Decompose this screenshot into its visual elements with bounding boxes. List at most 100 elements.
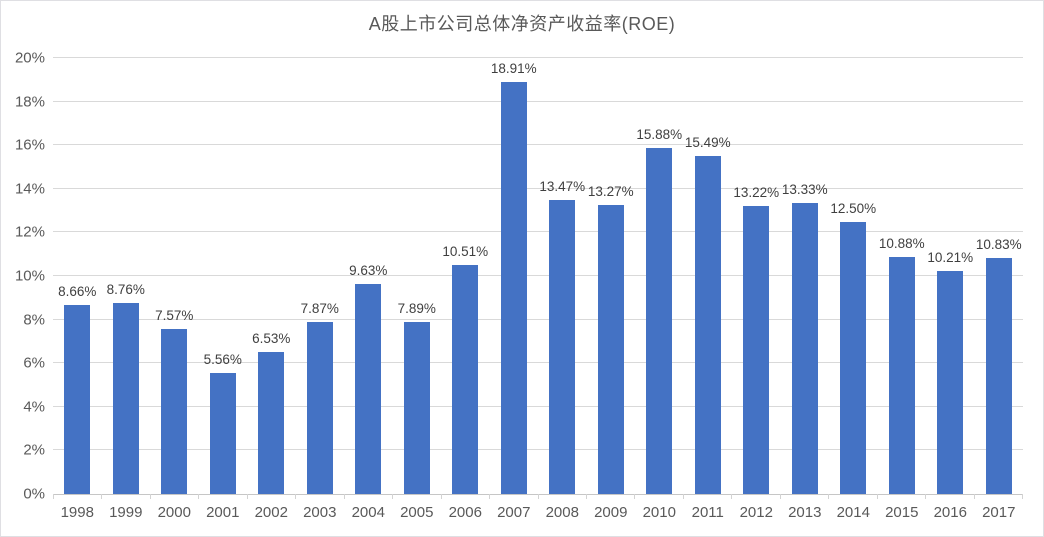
bar-value-label: 13.27%	[587, 183, 634, 199]
x-axis-tick-mark	[682, 494, 731, 499]
bar: 10.51%	[442, 244, 488, 494]
bar: 7.57%	[155, 308, 193, 494]
bar: 13.47%	[539, 179, 585, 494]
y-tick-label: 20%	[14, 49, 45, 67]
gridline	[53, 144, 1023, 146]
x-tick-label: 2016	[933, 504, 967, 521]
x-axis-tick-mark	[876, 494, 925, 499]
bar: 10.21%	[927, 250, 973, 494]
bar: 13.33%	[782, 182, 828, 494]
chart-title: A股上市公司总体净资产收益率(ROE)	[368, 14, 676, 34]
bar-value-label: 8.76%	[106, 282, 145, 298]
x-tick-label: 2012	[739, 504, 773, 521]
gridline	[53, 275, 1023, 276]
x-axis-tick-mark	[295, 494, 343, 499]
bar-slot: 13.22%	[732, 58, 781, 494]
bar-value-label: 15.49%	[684, 135, 731, 151]
x-tick-label: 2017	[982, 504, 1016, 521]
bar: 9.63%	[349, 263, 387, 494]
bar-value-label: 13.47%	[539, 179, 586, 195]
bar-slot: 18.91%	[490, 58, 539, 494]
x-axis-tick-mark	[440, 494, 489, 499]
bar-value-label: 8.66%	[58, 284, 97, 300]
x-tick-label: 2010	[642, 504, 676, 521]
x-axis-ticks	[53, 494, 1023, 499]
gridline	[53, 231, 1023, 233]
x-axis-tick-mark	[779, 494, 828, 499]
x-axis-tick-mark	[828, 494, 876, 499]
x-tick-label: 2008	[545, 504, 579, 521]
x-tick-label: 2005	[400, 504, 434, 521]
x-tick-label: 2014	[836, 504, 870, 521]
bar: 8.76%	[107, 282, 145, 494]
bar-value-label: 10.51%	[442, 243, 489, 259]
x-axis-tick-mark	[634, 494, 682, 499]
x-tick-label: 1998	[60, 504, 94, 521]
bar: 13.22%	[733, 185, 779, 494]
x-axis-tick-mark	[731, 494, 779, 499]
gridline	[53, 405, 1023, 407]
x-axis-tick-mark	[973, 494, 1022, 499]
bar-value-label: 10.21%	[927, 250, 974, 266]
gridline	[53, 100, 1023, 102]
y-tick-label: 12%	[14, 223, 45, 241]
bar-slot: 6.53%	[247, 58, 296, 494]
gridline	[53, 57, 1023, 58]
bar-slot: 15.88%	[635, 58, 684, 494]
bar-slot: 10.51%	[441, 58, 490, 494]
gridline	[53, 362, 1023, 364]
x-tick-label: 2006	[448, 504, 482, 521]
x-axis-tick-mark	[585, 494, 634, 499]
bar: 8.66%	[58, 284, 96, 494]
bar: 10.88%	[879, 236, 925, 494]
x-axis-tick-mark	[489, 494, 537, 499]
bar-value-label: 12.50%	[830, 200, 877, 216]
x-tick-label: 2009	[594, 504, 628, 521]
x-tick-label: 2007	[497, 504, 531, 521]
y-axis: 0% 2% 4% 6% 8% 10% 12% 14% 16% 18% 20%	[1, 50, 45, 503]
bar-slot: 10.21%	[926, 58, 975, 494]
bar-value-label: 7.57%	[155, 307, 194, 323]
bar-value-label: 7.89%	[397, 301, 436, 316]
bar-slot: 13.33%	[781, 58, 830, 494]
bar-slot: 8.76%	[102, 58, 151, 494]
bar: 5.56%	[204, 352, 242, 494]
bar-slot: 5.56%	[199, 58, 248, 494]
x-axis-tick-mark	[392, 494, 440, 499]
bar-slot: 7.89%	[393, 58, 442, 494]
x-axis-tick-mark	[246, 494, 295, 499]
bar: 13.27%	[588, 184, 634, 494]
bar-slot: 7.87%	[296, 58, 345, 494]
bar: 7.89%	[398, 301, 436, 494]
x-axis-labels: 1998 1999 2000 2001 2002 2003 2004 2005 2006 2007…	[53, 504, 1023, 521]
bar-value-label: 10.83%	[975, 236, 1022, 252]
y-tick-label: 0%	[23, 485, 45, 503]
bar-value-label: 7.87%	[300, 301, 339, 317]
x-tick-label: 2001	[206, 504, 240, 521]
gridline	[53, 449, 1023, 451]
bar: 6.53%	[252, 331, 290, 494]
bar-slot: 9.63%	[344, 58, 393, 494]
x-tick-label: 2002	[254, 504, 288, 521]
x-tick-label: 2003	[303, 504, 337, 521]
x-axis-tick-mark	[925, 494, 973, 499]
bars-row: 8.66% 8.76% 7.57% 5.56% 6.53% 7.87% 9.63% 7.89%…	[53, 58, 1023, 494]
bar-slot: 13.47%	[538, 58, 587, 494]
x-tick-label: 2011	[691, 504, 724, 521]
x-tick-label: 2013	[788, 504, 822, 521]
y-tick-label: 14%	[14, 180, 45, 198]
bar: 10.83%	[976, 237, 1022, 494]
bar-value-label: 6.53%	[252, 330, 291, 346]
bar-value-label: 15.88%	[636, 126, 683, 142]
x-tick-label: 2015	[885, 504, 919, 521]
bar-slot: 10.83%	[975, 58, 1024, 494]
y-tick-label: 4%	[23, 398, 45, 416]
x-axis-tick-mark	[537, 494, 586, 499]
bar-value-label: 13.33%	[781, 182, 828, 198]
x-axis-tick-mark	[53, 494, 101, 499]
plot-area: 8.66% 8.76% 7.57% 5.56% 6.53% 7.87% 9.63% 7.89%…	[53, 57, 1023, 495]
bar-slot: 13.27%	[587, 58, 636, 494]
bar-slot: 8.66%	[53, 58, 102, 494]
gridline	[53, 187, 1023, 189]
x-tick-label: 2000	[157, 504, 191, 521]
